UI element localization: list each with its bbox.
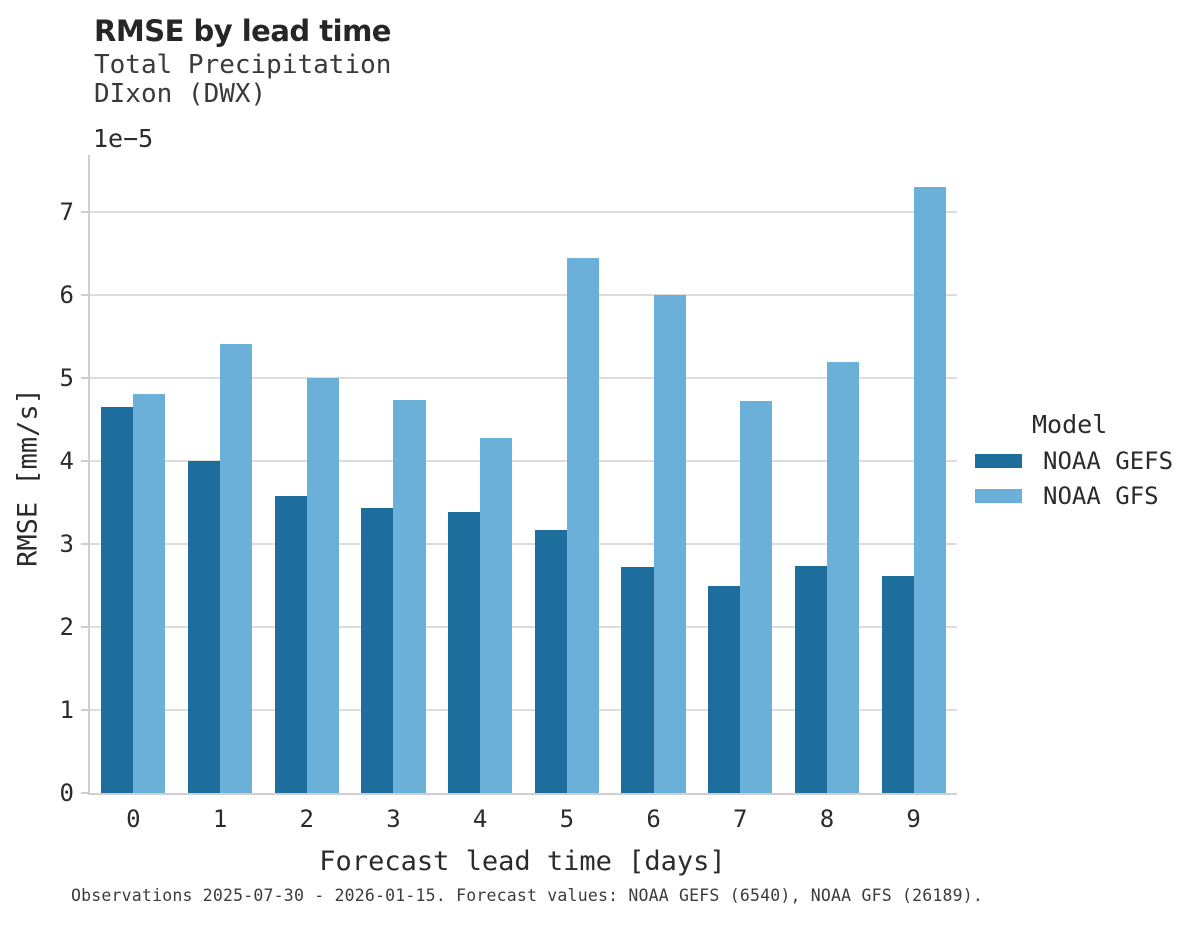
y-tick-mark-3 [81,543,90,546]
bar-noaa-gefs-lead-7 [708,585,741,793]
bar-noaa-gefs-lead-9 [881,575,914,793]
x-tick-label-8: 8 [819,805,835,833]
bar-noaa-gfs-lead-1 [220,344,253,793]
y-tick-mark-6 [81,294,90,297]
y-tick-mark-7 [81,211,90,214]
bar-noaa-gfs-lead-9 [913,187,946,793]
x-tick-label-5: 5 [559,805,575,833]
legend-item-noaa-gfs: NOAA GFS [975,484,1190,508]
y-tick-label-3: 3 [59,530,74,559]
legend: Model NOAA GEFS NOAA GFS [975,410,1190,519]
y-tick-mark-0 [81,792,90,794]
bar-noaa-gfs-lead-8 [826,361,860,793]
bar-noaa-gfs-lead-4 [480,437,513,793]
gridline-y-2 [90,626,957,629]
y-tick-label-7: 7 [59,198,74,227]
bar-noaa-gefs-lead-5 [534,530,567,793]
chart-footnote: Observations 2025-07-30 - 2026-01-15. Fo… [71,886,984,905]
y-tick-mark-4 [81,460,90,463]
y-tick-mark-2 [81,626,90,629]
chart-subtitle-location: DIxon (DWX) [94,79,267,109]
bar-noaa-gfs-lead-2 [306,378,339,793]
x-tick-label-6: 6 [646,805,661,833]
y-axis-offset-label: 1e−5 [93,124,154,153]
x-tick-label-1: 1 [212,805,228,833]
legend-items: NOAA GEFS NOAA GFS [975,449,1190,508]
bar-noaa-gfs-lead-7 [740,400,773,793]
legend-title: Model [1032,410,1108,439]
x-tick-label-4: 4 [472,805,488,833]
bar-noaa-gefs-lead-6 [621,566,654,793]
x-tick-label-3: 3 [386,805,401,833]
y-tick-label-2: 2 [59,613,74,642]
gridline-y-6 [90,294,957,297]
gridline-y-1 [90,709,957,712]
bar-noaa-gefs-lead-8 [794,565,827,793]
bar-noaa-gefs-lead-4 [448,511,481,793]
x-tick-label-7: 7 [733,805,748,833]
y-axis-label: RMSE [mm/s] [12,388,44,567]
y-tick-label-4: 4 [59,447,74,476]
bar-noaa-gefs-lead-3 [361,507,394,793]
gridline-y-5 [90,377,957,380]
legend-swatch-noaa-gfs [975,489,1022,503]
y-tick-label-0: 0 [59,779,74,807]
bar-noaa-gfs-lead-5 [566,257,599,793]
bar-noaa-gefs-lead-0 [101,407,134,793]
bar-noaa-gfs-lead-3 [393,399,426,793]
legend-item-noaa-gefs: NOAA GEFS [975,449,1190,473]
y-tick-label-6: 6 [59,281,74,310]
bar-noaa-gfs-lead-6 [653,295,686,793]
gridline-y-4 [90,460,957,463]
bar-noaa-gefs-lead-2 [274,496,307,793]
legend-label-noaa-gfs: NOAA GFS [1043,482,1159,510]
plot-area: 0 1 2 3 4 5 6 7 0 1 2 3 4 5 6 7 8 9 [60,155,957,831]
y-tick-label-5: 5 [59,364,74,393]
chart-subtitle-variable: Total Precipitation [94,50,392,80]
gridline-y-7 [90,211,957,214]
x-axis-label: Forecast lead time [days] [319,846,726,877]
y-tick-label-1: 1 [59,696,74,725]
legend-label-noaa-gefs: NOAA GEFS [1043,447,1174,475]
bar-noaa-gefs-lead-1 [187,461,221,793]
legend-swatch-noaa-gefs [975,454,1022,468]
y-tick-mark-5 [81,377,90,380]
y-tick-mark-1 [81,709,90,712]
x-tick-label-2: 2 [299,805,314,833]
gridline-y-3 [90,543,957,546]
x-tick-label-0: 0 [126,805,141,833]
chart-title: RMSE by lead time [94,14,391,48]
x-tick-label-9: 9 [906,805,921,833]
bar-noaa-gfs-lead-0 [133,393,166,793]
